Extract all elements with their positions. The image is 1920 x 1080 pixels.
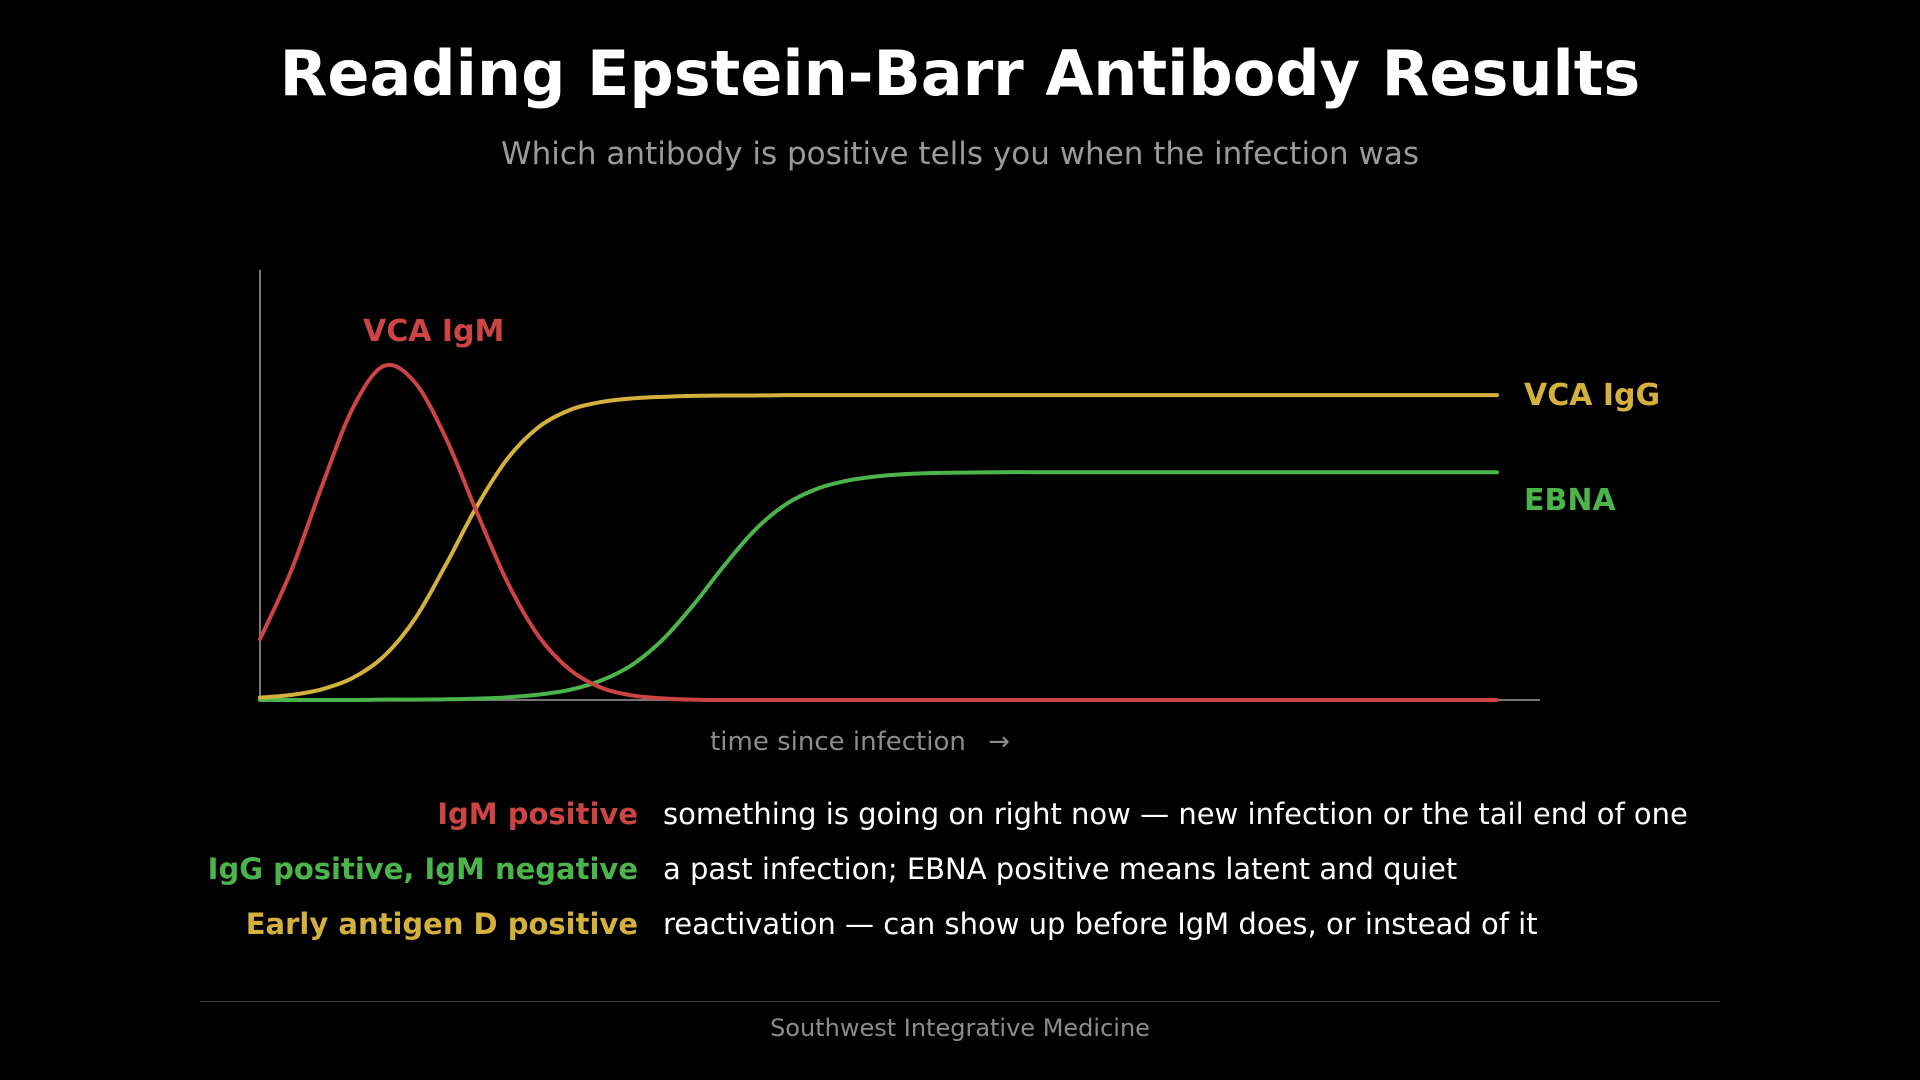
legend-row-early-antigen: Early antigen D positive reactivation — …: [0, 902, 1920, 946]
series-label-vca-igm: VCA IgM: [363, 314, 504, 349]
series-label-ebna: EBNA: [1524, 483, 1616, 518]
x-axis-label-text: time since infection: [710, 727, 966, 757]
legend-description-igg: a past infection; EBNA positive means la…: [663, 852, 1458, 886]
legend-key-early-antigen: Early antigen D positive: [245, 907, 638, 941]
x-axis-label: time since infection →: [620, 724, 1100, 760]
legend-key-igm: IgM positive: [437, 797, 638, 831]
page-title: Reading Epstein-Barr Antibody Results: [279, 37, 1641, 110]
legend-description-early-antigen: reactivation — can show up before IgM do…: [663, 907, 1538, 941]
page-subtitle: Which antibody is positive tells you whe…: [500, 136, 1420, 172]
legend-key-igg: IgG positive, IgM negative: [207, 852, 638, 886]
arrow-right-icon: →: [988, 727, 1010, 757]
legend-row-igg: IgG positive, IgM negative a past infect…: [0, 847, 1920, 891]
footer-divider: [200, 1001, 1720, 1002]
footer-credit: Southwest Integrative Medicine: [770, 1014, 1150, 1042]
series-line-ebna: [258, 470, 1499, 703]
series-line-vca-igm: [258, 362, 1499, 703]
legend-description-igm: something is going on right now — new in…: [663, 797, 1688, 831]
series-label-vca-igg: VCA IgG: [1524, 378, 1660, 413]
series-label-layer: EBNA VCA IgG VCA IgM: [363, 314, 1660, 518]
legend-row-igm: IgM positive something is going on right…: [0, 792, 1920, 836]
series-line-vca-igg: [258, 393, 1499, 700]
series-layer: [258, 362, 1499, 703]
